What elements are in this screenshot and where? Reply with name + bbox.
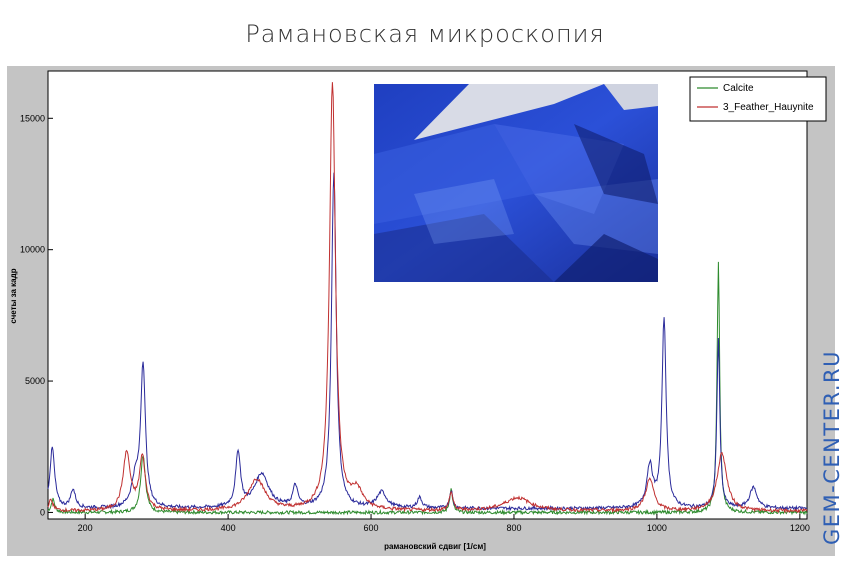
legend-calcite-label: Calcite xyxy=(723,83,754,94)
legend-hauynite-label: 3_Feather_Hauynite xyxy=(723,102,814,113)
x-tick-label: 800 xyxy=(506,523,521,533)
y-tick-label: 5000 xyxy=(25,376,45,386)
series-line-calcite xyxy=(47,261,808,516)
x-tick-label: 1200 xyxy=(790,523,810,533)
y-axis-label: счеты за кадр xyxy=(9,268,18,323)
series-line-3-feather-hauynite xyxy=(47,82,808,514)
page-title: Рамановская микроскопия xyxy=(245,20,605,48)
y-tick-label: 10000 xyxy=(20,245,45,255)
watermark: GEM-CENTER.RU xyxy=(820,350,844,545)
y-tick-label: 0 xyxy=(40,507,45,517)
legend: Calcite 3_Feather_Hauynite xyxy=(689,76,827,122)
hauynite-crystal-photo xyxy=(374,84,658,282)
x-tick-label: 200 xyxy=(78,523,93,533)
series-line-unlabeled xyxy=(47,172,808,512)
y-tick-label: 15000 xyxy=(20,113,45,123)
x-tick-label: 600 xyxy=(364,523,379,533)
x-tick-label: 1000 xyxy=(647,523,667,533)
legend-box xyxy=(689,76,827,122)
x-tick-label: 400 xyxy=(221,523,236,533)
x-axis-label: рамановский сдвиг [1/см] xyxy=(384,542,486,551)
